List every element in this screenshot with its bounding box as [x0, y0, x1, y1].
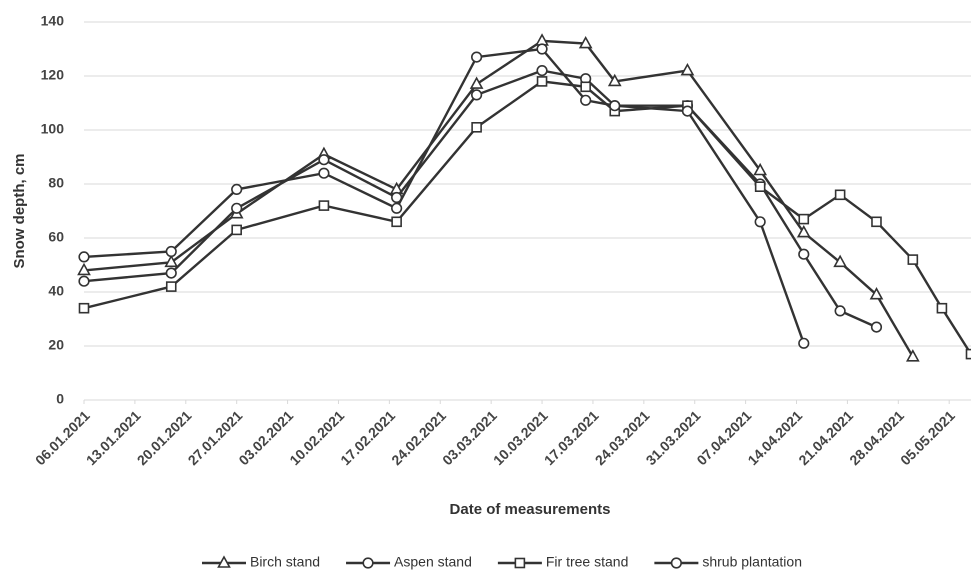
- square-marker: [580, 81, 591, 93]
- circle-marker: [318, 167, 330, 179]
- y-axis-title: Snow depth, cm: [11, 153, 28, 268]
- circle-marker: [536, 43, 548, 55]
- square-marker: [907, 254, 919, 265]
- square-marker: [536, 76, 548, 87]
- square-marker: [965, 348, 971, 360]
- triangle-marker: [164, 254, 179, 268]
- legend-label: Fir tree stand: [546, 554, 628, 570]
- y-tick-label: 20: [48, 337, 64, 353]
- square-marker: [471, 122, 482, 133]
- circle-marker: [318, 154, 330, 166]
- triangle-marker: [833, 254, 847, 268]
- series: [78, 76, 971, 360]
- square-marker: [231, 224, 242, 236]
- circle-marker: [870, 321, 883, 333]
- series: [78, 43, 810, 349]
- y-tick-label: 80: [48, 175, 64, 191]
- circle-marker: [231, 183, 243, 195]
- circle-marker: [165, 267, 177, 279]
- legend-marker: [217, 555, 231, 568]
- circle-marker: [609, 100, 621, 112]
- x-tick-label: 05.05.2021: [897, 407, 958, 468]
- triangle-marker: [905, 349, 920, 362]
- triangle-marker: [680, 62, 695, 76]
- circle-marker: [798, 337, 810, 349]
- triangle-marker: [869, 287, 884, 300]
- legend-label: Aspen stand: [394, 554, 472, 570]
- y-tick-label: 0: [56, 391, 64, 407]
- series-line: [83, 69, 877, 329]
- circle-marker: [78, 275, 90, 287]
- circle-marker: [536, 64, 548, 77]
- triangle-marker: [77, 262, 91, 276]
- y-tick-label: 40: [48, 283, 64, 299]
- legend-marker: [514, 557, 526, 569]
- legend-marker: [670, 557, 682, 569]
- circle-marker: [580, 94, 592, 106]
- y-tick-label: 60: [48, 229, 64, 245]
- y-tick-label: 100: [41, 121, 65, 137]
- circle-marker: [231, 202, 243, 214]
- circle-marker: [78, 251, 90, 263]
- square-marker: [798, 213, 810, 225]
- square-marker: [78, 302, 90, 314]
- circle-marker: [798, 248, 810, 260]
- circle-marker: [681, 105, 694, 117]
- triangle-marker: [753, 162, 768, 176]
- circle-marker: [391, 202, 403, 214]
- legend-label: Birch stand: [250, 554, 320, 570]
- legend-marker: [362, 557, 374, 569]
- y-tick-label: 140: [41, 13, 65, 29]
- x-axis-title: Date of measurements: [450, 501, 611, 518]
- circle-marker: [754, 216, 766, 228]
- square-marker: [391, 216, 402, 228]
- square-marker: [754, 181, 766, 192]
- circle-marker: [471, 89, 483, 101]
- circle-marker: [165, 245, 177, 258]
- square-marker: [318, 200, 330, 211]
- triangle-marker: [796, 224, 811, 238]
- square-marker: [936, 302, 948, 314]
- y-tick-label: 120: [41, 67, 65, 83]
- series-line: [83, 39, 914, 358]
- triangle-marker: [469, 76, 484, 89]
- square-marker: [834, 189, 846, 201]
- triangle-marker: [607, 73, 622, 87]
- square-marker: [165, 281, 177, 292]
- square-marker: [871, 216, 882, 228]
- legend-label: shrub plantation: [702, 554, 802, 570]
- circle-marker: [471, 51, 483, 63]
- legend: Birch stand Aspen stand Fir tree stand shru…: [201, 554, 802, 570]
- series-line: [83, 47, 805, 344]
- triangle-marker: [578, 35, 593, 49]
- circle-marker: [834, 305, 846, 317]
